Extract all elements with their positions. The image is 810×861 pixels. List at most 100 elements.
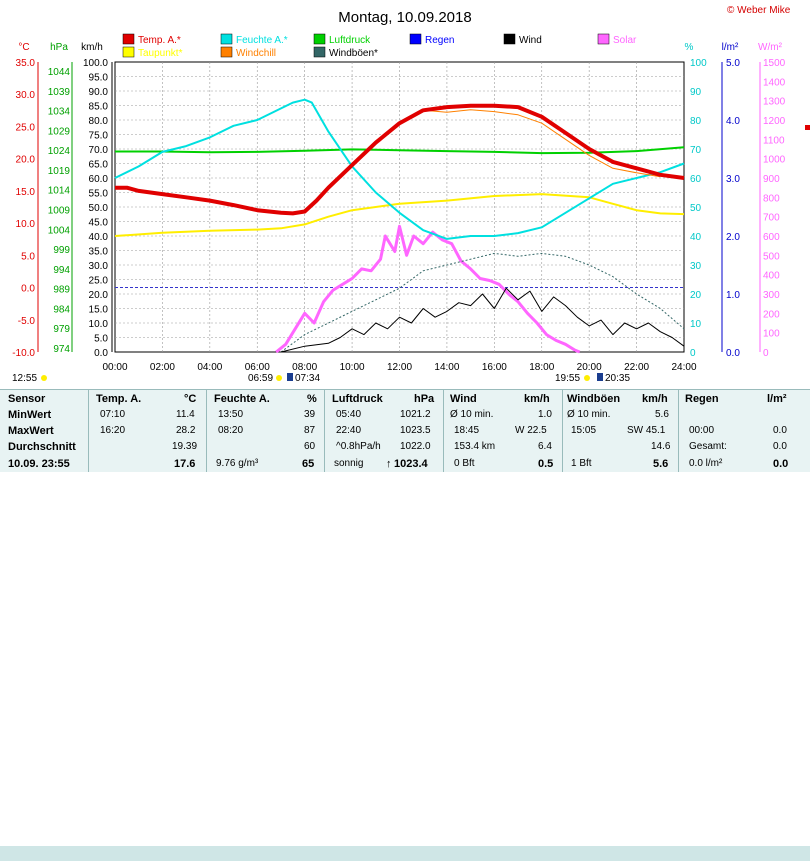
tick-wind: 85.0 xyxy=(89,102,109,113)
max-rain-time: 00:00 xyxy=(689,425,715,436)
avg-hum: 60 xyxy=(304,441,316,452)
current-press-arrow-icon: ↑ xyxy=(386,458,392,470)
tick-wind: 35.0 xyxy=(89,247,109,258)
sunset-time: 19:55 xyxy=(555,373,580,384)
sunset-icon xyxy=(584,375,590,381)
legend-swatch xyxy=(503,33,516,45)
moon-icon xyxy=(41,375,47,381)
tick-solar: 800 xyxy=(763,193,780,204)
min-wind: 1.0 xyxy=(538,409,552,420)
max-gust: SW 45.1 xyxy=(627,425,666,436)
tick-solar: 100 xyxy=(763,329,780,340)
sunset2-time: 20:35 xyxy=(605,373,630,384)
tick-rain: 4.0 xyxy=(726,116,740,127)
tick-humidity: 40 xyxy=(690,232,702,243)
tick-humidity: 20 xyxy=(690,290,702,301)
axis-unit-wind: km/h xyxy=(81,42,103,53)
current-timestamp: 10.09. 23:55 xyxy=(8,458,70,470)
tick-pressure: 1009 xyxy=(48,206,71,217)
legend-label: Windchill xyxy=(236,48,276,59)
current-row-bg xyxy=(0,846,810,861)
min-press: 1021.2 xyxy=(400,409,431,420)
tick-pressure: 1029 xyxy=(48,126,71,137)
header-gust-unit: km/h xyxy=(642,393,668,405)
legend-swatch xyxy=(313,46,326,58)
tick-x: 24:00 xyxy=(671,362,696,373)
legend-swatch xyxy=(220,33,233,45)
gust-series xyxy=(280,252,685,353)
tick-x: 22:00 xyxy=(624,362,649,373)
tick-wind: 50.0 xyxy=(89,203,109,214)
weather-chart: Montag, 10.09.2018 Temp. A.* Feuchte A.* Lu… xyxy=(12,9,810,384)
chart-title: Montag, 10.09.2018 xyxy=(338,9,471,26)
header-gust: Windböen xyxy=(567,393,621,405)
current-forecast: sonnig xyxy=(334,458,364,469)
max-press-time: 22:40 xyxy=(336,425,362,436)
legend-swatch xyxy=(409,33,422,45)
legend-swatch xyxy=(122,46,135,58)
tick-pressure: 974 xyxy=(53,344,70,355)
tick-temp: 20.0 xyxy=(16,155,36,166)
avg-temp: 19.39 xyxy=(172,441,198,452)
col-divider xyxy=(443,390,444,472)
tick-humidity: 0 xyxy=(690,348,696,359)
wind-series xyxy=(280,287,685,353)
tick-wind: 40.0 xyxy=(89,232,109,243)
tick-solar: 1300 xyxy=(763,97,786,108)
wind-distance: 153.4 km xyxy=(454,441,496,452)
current-rain: 0.0 xyxy=(773,458,789,470)
tick-solar: 400 xyxy=(763,271,780,282)
moonrise-time: 12:55 xyxy=(12,373,37,384)
header-hum: Feuchte A. xyxy=(214,393,270,405)
sunrise-marker-icon xyxy=(287,373,293,381)
legend-label: Wind xyxy=(519,35,542,46)
rain-total: 0.0 xyxy=(773,441,787,452)
tick-wind: 95.0 xyxy=(89,73,109,84)
axis-unit-pressure: hPa xyxy=(50,42,68,53)
avg-wind: 6.4 xyxy=(538,441,552,452)
max-temp-time: 16:20 xyxy=(100,425,126,436)
tick-wind: 55.0 xyxy=(89,189,109,200)
tick-solar: 600 xyxy=(763,232,780,243)
header-press-unit: hPa xyxy=(414,393,435,405)
tick-solar: 500 xyxy=(763,251,780,262)
max-hum: 87 xyxy=(304,425,316,436)
current-gust-bft: 1 Bft xyxy=(571,458,592,469)
legend-swatch xyxy=(122,33,135,45)
max-temp: 28.2 xyxy=(176,425,196,436)
tick-wind: 80.0 xyxy=(89,116,109,127)
tick-solar: 1100 xyxy=(763,135,785,146)
tick-wind: 10.0 xyxy=(89,319,109,330)
tick-x: 06:00 xyxy=(245,362,270,373)
max-rain: 0.0 xyxy=(773,425,787,436)
tick-temp: 10.0 xyxy=(16,219,36,230)
legend-label: Solar xyxy=(613,35,637,46)
legend-label: Temp. A.* xyxy=(138,35,181,46)
current-rain-rate: 0.0 l/m² xyxy=(689,458,723,469)
tick-x: 08:00 xyxy=(292,362,317,373)
tick-x: 14:00 xyxy=(434,362,459,373)
tick-pressure: 984 xyxy=(53,304,70,315)
header-wind: Wind xyxy=(450,393,477,405)
rain-total-label: Gesamt: xyxy=(689,441,727,452)
max-hum-time: 08:20 xyxy=(218,425,244,436)
tick-solar: 900 xyxy=(763,174,780,185)
dewpoint-series xyxy=(114,193,685,237)
tick-pressure: 1034 xyxy=(48,107,71,118)
header-sensor: Sensor xyxy=(8,393,46,405)
tick-pressure: 979 xyxy=(53,324,70,335)
sunrise-time: 06:59 xyxy=(248,373,273,384)
tick-temp: 5.0 xyxy=(21,251,35,262)
min-wind-label: Ø 10 min. xyxy=(450,409,494,420)
current-wind: 0.5 xyxy=(538,458,554,470)
tick-solar: 1500 xyxy=(763,58,786,69)
min-temp-time: 07:10 xyxy=(100,409,126,420)
col-divider xyxy=(562,390,563,472)
humidity-series xyxy=(114,98,685,240)
tick-humidity: 70 xyxy=(690,145,702,156)
tick-x: 20:00 xyxy=(577,362,602,373)
tick-wind: 0.0 xyxy=(94,348,108,359)
windchill-series xyxy=(399,109,661,178)
tick-wind: 75.0 xyxy=(89,131,109,142)
tick-solar: 300 xyxy=(763,290,780,301)
